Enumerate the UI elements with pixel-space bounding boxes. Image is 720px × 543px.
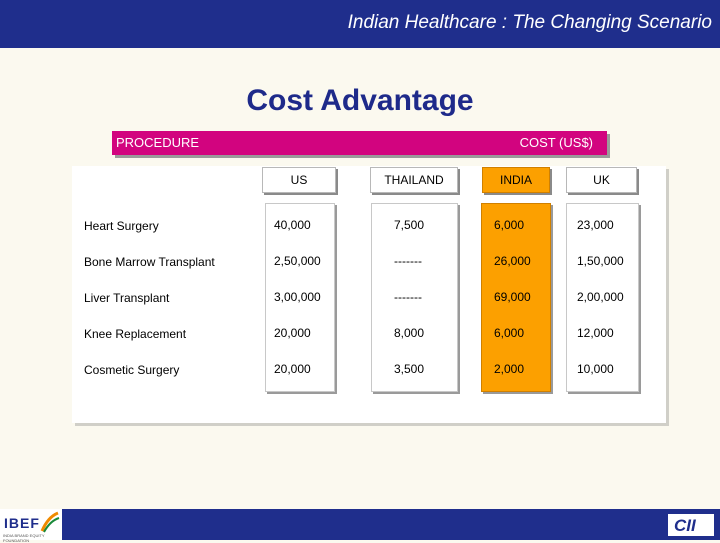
flag-swoosh-icon (40, 511, 60, 533)
cell-us: 20,000 (274, 326, 311, 340)
cii-logo-text: CII (674, 516, 696, 535)
cell-us: 20,000 (274, 362, 311, 376)
cost-header: COST (US$) (519, 135, 593, 150)
column-header-thailand: THAILAND (370, 167, 458, 193)
cell-thailand: ------- (394, 254, 422, 268)
cell-thailand: 3,500 (394, 362, 425, 376)
cell-india: 69,000 (494, 290, 531, 304)
cell-uk: 10,000 (577, 362, 614, 376)
column-thailand (371, 203, 458, 392)
procedure-header: PROCEDURE (116, 135, 200, 150)
table-header-bar: PROCEDURE COST (US$) (112, 131, 607, 155)
cell-us: 3,00,000 (274, 290, 321, 304)
column-uk (566, 203, 639, 392)
presentation-title: Indian Healthcare : The Changing Scenari… (347, 12, 712, 33)
column-header-india: INDIA (482, 167, 550, 193)
cell-india: 26,000 (494, 254, 531, 268)
cell-uk: 12,000 (577, 326, 614, 340)
cell-thailand: ------- (394, 290, 422, 304)
cell-us: 2,50,000 (274, 254, 321, 268)
row-label-bone-marrow-transplant: Bone Marrow Transplant (84, 255, 215, 269)
bottom-banner (62, 509, 720, 540)
row-label-cosmetic-surgery: Cosmetic Surgery (84, 363, 180, 377)
slide-title: Cost Advantage (246, 84, 474, 117)
column-india (481, 203, 551, 392)
cell-thailand: 7,500 (394, 218, 425, 232)
cell-uk: 1,50,000 (577, 254, 624, 268)
top-banner: Indian Healthcare : The Changing Scenari… (0, 0, 720, 48)
cell-uk: 23,000 (577, 218, 614, 232)
cell-india: 6,000 (494, 326, 525, 340)
cell-uk: 2,00,000 (577, 290, 624, 304)
cell-us: 40,000 (274, 218, 311, 232)
ibef-logo: IBEF INDIA BRAND EQUITY FOUNDATION (0, 509, 62, 543)
cell-thailand: 8,000 (394, 326, 425, 340)
column-header-uk: UK (566, 167, 637, 193)
row-label-liver-transplant: Liver Transplant (84, 291, 170, 305)
cell-india: 6,000 (494, 218, 525, 232)
column-us (265, 203, 335, 392)
cell-india: 2,000 (494, 362, 525, 376)
column-header-us: US (262, 167, 336, 193)
ibef-logo-text: IBEF (4, 515, 40, 531)
row-label-knee-replacement: Knee Replacement (84, 327, 187, 341)
row-label-heart-surgery: Heart Surgery (84, 219, 159, 233)
ibef-logo-subtext: INDIA BRAND EQUITY FOUNDATION (3, 533, 45, 543)
cii-logo: CII (668, 514, 714, 536)
